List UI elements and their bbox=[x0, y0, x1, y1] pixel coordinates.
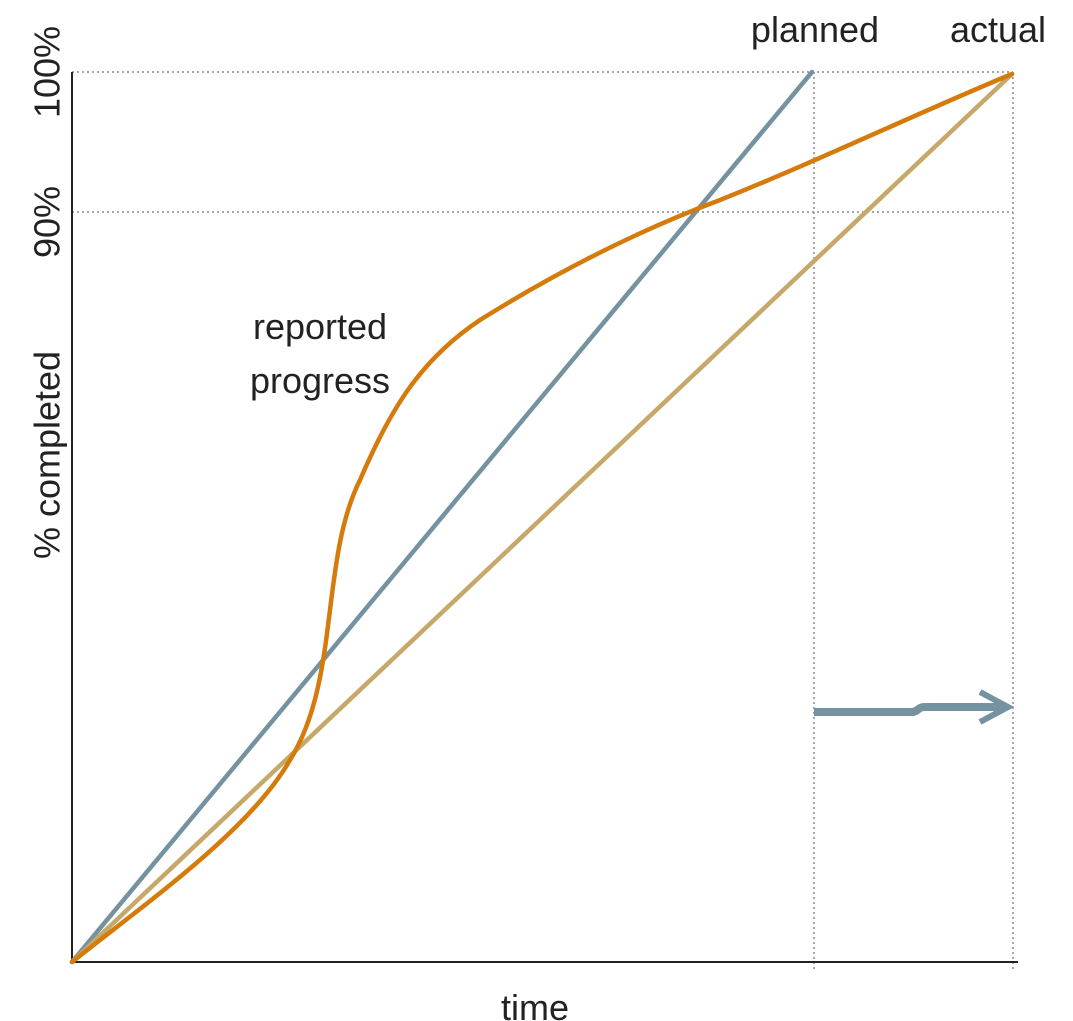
x-axis-label: time bbox=[501, 987, 569, 1021]
annotation-reported: reported bbox=[253, 306, 387, 347]
y-axis-label: % completed bbox=[27, 351, 68, 559]
y-tick-label-90: 90% bbox=[27, 186, 68, 258]
series-actual-line bbox=[72, 74, 1012, 962]
annotation-progress: progress bbox=[250, 360, 390, 401]
y-tick-label-100: 100% bbox=[27, 26, 68, 118]
x-marker-label-actual: actual bbox=[950, 9, 1046, 50]
slip-arrow bbox=[814, 707, 1002, 712]
x-marker-label-planned: planned bbox=[751, 9, 879, 50]
